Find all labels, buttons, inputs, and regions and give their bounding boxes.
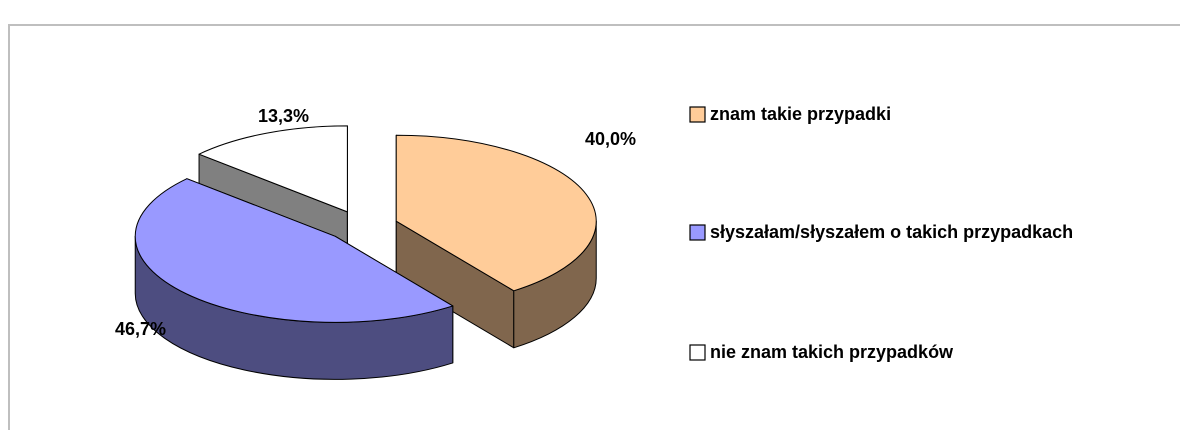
slice: [395, 134, 597, 292]
legend-label: znam takie przypadki: [710, 104, 891, 124]
legend-label: nie znam takich przypadków: [710, 342, 954, 362]
data-label: 40,0%: [585, 129, 636, 149]
legend-label: słyszałam/słyszałem o takich przypadkach: [710, 222, 1073, 242]
legend-swatch: [689, 106, 706, 123]
slice: [134, 178, 454, 323]
data-label: 46,7%: [115, 319, 166, 339]
slice: [198, 125, 348, 213]
chart-frame: [8, 24, 1180, 430]
data-label: 13,3%: [258, 106, 309, 126]
legend-swatch: [689, 344, 706, 361]
legend-swatch: [689, 224, 706, 241]
